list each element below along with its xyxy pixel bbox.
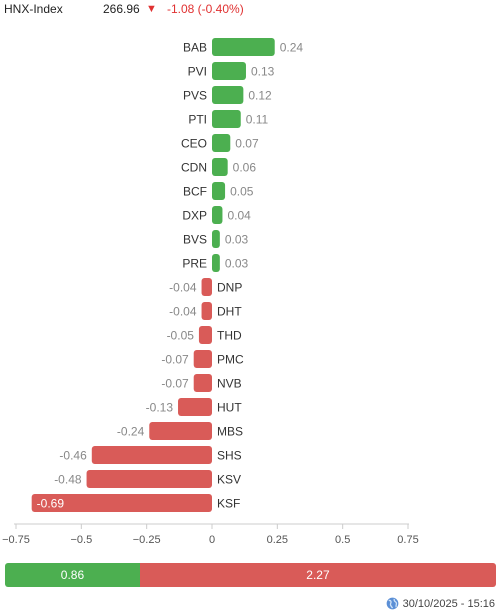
x-tick-label: −0.5 (70, 534, 92, 546)
category-label: SHS (217, 449, 242, 463)
x-tick-label: −0.25 (133, 534, 161, 546)
bar-bab (212, 38, 275, 56)
category-label: DXP (182, 209, 207, 223)
value-label: 0.12 (248, 89, 272, 103)
value-label: -0.46 (59, 449, 87, 463)
value-label: 0.04 (227, 209, 251, 223)
bar-dht (201, 302, 212, 320)
index-name: HNX-Index (4, 2, 63, 16)
breadth-up-segment: 0.86 (5, 563, 140, 587)
value-label: 0.13 (251, 65, 275, 79)
breadth-down-label: 2.27 (306, 568, 330, 582)
breadth-bar: 0.86 2.27 (5, 563, 496, 587)
value-label: -0.04 (169, 305, 197, 319)
x-tick-label: 0.5 (335, 534, 350, 546)
value-label: -0.07 (161, 353, 189, 367)
category-label: BCF (183, 185, 207, 199)
category-label: PRE (182, 257, 207, 271)
bar-ceo (212, 134, 231, 152)
category-label: CDN (181, 161, 207, 175)
bar-hut (178, 398, 212, 416)
x-tick-label: −0.75 (2, 534, 30, 546)
timestamp: 30/10/2025 - 15:16 (402, 597, 495, 610)
globe-icon (386, 597, 398, 610)
category-label: DHT (217, 305, 242, 319)
category-label: HUT (217, 401, 242, 415)
footer: 30/10/2025 - 15:16 (386, 597, 495, 610)
value-label: 0.03 (225, 257, 249, 271)
category-label: NVB (217, 377, 242, 391)
value-label: -0.05 (167, 329, 195, 343)
category-label: PMC (217, 353, 244, 367)
value-label: -0.07 (161, 377, 189, 391)
bar-shs (91, 446, 212, 464)
index-change: -1.08 (-0.40%) (167, 2, 244, 16)
bar-dxp (212, 206, 223, 224)
value-label: 0.07 (235, 137, 259, 151)
bar-ksf (31, 494, 213, 512)
value-label: 0.05 (230, 185, 254, 199)
category-label: KSV (217, 473, 241, 487)
category-label: BAB (183, 41, 207, 55)
x-tick-label: 0.25 (267, 534, 288, 546)
category-label: MBS (217, 425, 243, 439)
value-label: -0.13 (146, 401, 174, 415)
breadth-down-segment: 2.27 (139, 563, 496, 587)
bar-ksv (86, 470, 212, 488)
value-label: -0.48 (54, 473, 82, 487)
category-label: BVS (183, 233, 207, 247)
index-value: 266.96 (103, 2, 140, 16)
bar-dnp (201, 278, 212, 296)
value-label: 0.03 (225, 233, 249, 247)
bar-pre (212, 254, 220, 272)
value-label: 0.11 (246, 113, 269, 127)
bar-thd (198, 326, 212, 344)
bar-bvs (212, 230, 220, 248)
category-label: KSF (217, 497, 240, 511)
down-arrow-icon: ▼ (146, 3, 157, 15)
value-label: -0.69 (37, 497, 65, 511)
x-tick-label: 0.75 (397, 534, 418, 546)
bar-nvb (193, 374, 212, 392)
category-label: DNP (217, 281, 242, 295)
bar-pmc (193, 350, 212, 368)
value-label: 0.06 (233, 161, 257, 175)
bar-pvs (212, 86, 244, 104)
category-label: PVS (183, 89, 207, 103)
bar-cdn (212, 158, 228, 176)
contribution-bar-chart: BAB 0.24 PVI 0.13 PVS 0.12 PTI 0.11 CEO 0.07 CDN 0.… (2, 38, 419, 546)
category-label: PVI (188, 65, 207, 79)
value-label: -0.24 (117, 425, 145, 439)
x-tick-label: 0 (209, 534, 215, 546)
value-label: -0.04 (169, 281, 197, 295)
bar-mbs (149, 422, 212, 440)
bar-bcf (212, 182, 226, 200)
value-label: 0.24 (280, 41, 304, 55)
bar-pti (212, 110, 241, 128)
bar-pvi (212, 62, 246, 80)
category-label: PTI (188, 113, 207, 127)
category-label: THD (217, 329, 242, 343)
breadth-up-label: 0.86 (60, 568, 85, 582)
category-label: CEO (181, 137, 207, 151)
